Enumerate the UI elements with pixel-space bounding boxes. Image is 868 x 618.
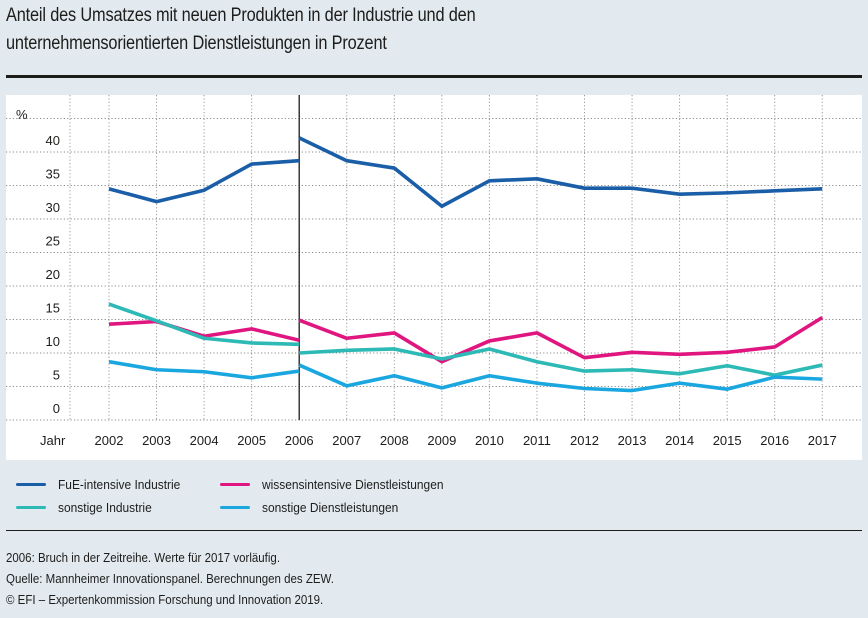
series-group bbox=[108, 136, 824, 393]
chart-notes: 2006: Bruch in der Zeitreihe. Werte für … bbox=[6, 548, 362, 611]
x-tick-label: 2007 bbox=[332, 433, 361, 448]
title-divider bbox=[6, 75, 862, 78]
legend-label: FuE-intensive Industrie bbox=[58, 477, 181, 492]
series-wissensintensive-dienstleistungen bbox=[108, 315, 824, 364]
series-sonstige-dienstleistungen bbox=[108, 359, 823, 393]
x-tick-label: 2013 bbox=[618, 433, 647, 448]
footer-divider bbox=[6, 530, 862, 531]
y-axis-label: % bbox=[16, 107, 28, 122]
x-tick-label: 2015 bbox=[713, 433, 742, 448]
note-copyright: © EFI – Expertenkommission Forschung und… bbox=[6, 593, 324, 607]
y-tick-label: 15 bbox=[46, 301, 60, 316]
legend-item-wissensintensive-dienstleistungen: wissensintensive Dienstleistungen bbox=[220, 477, 459, 492]
legend-swatch bbox=[220, 483, 250, 486]
x-tick-label: 2008 bbox=[380, 433, 409, 448]
chart-title-line-2: unternehmensorientierten Dienstleistunge… bbox=[6, 33, 387, 54]
y-tick-label: 30 bbox=[46, 200, 60, 215]
series-line-after-break bbox=[298, 315, 824, 364]
x-axis-label: Jahr bbox=[40, 433, 66, 448]
legend-swatch bbox=[16, 506, 46, 509]
note-break: 2006: Bruch in der Zeitreihe. Werte für … bbox=[6, 551, 281, 565]
legend-swatch bbox=[16, 483, 46, 486]
legend-item-sonstige-industrie: sonstige Industrie bbox=[16, 500, 160, 515]
y-tick-label: 10 bbox=[46, 334, 60, 349]
legend-swatch bbox=[220, 506, 250, 509]
axis-labels: 0 5 10 15 20 25 30 35 40% Jahr 2002 2003 2004 2005 200… bbox=[16, 107, 837, 448]
x-tick-label: 2009 bbox=[427, 433, 456, 448]
chart-panel: 0 5 10 15 20 25 30 35 40% Jahr 2002 2003 2004 2005 200… bbox=[6, 95, 862, 460]
x-tick-label: 2004 bbox=[190, 433, 219, 448]
y-tick-label: 5 bbox=[53, 368, 60, 383]
chart-title-line-1: Anteil des Umsatzes mit neuen Produkten … bbox=[6, 5, 476, 26]
series-line-after-break bbox=[298, 363, 823, 393]
x-tick-label: 2010 bbox=[475, 433, 504, 448]
x-tick-label: 2016 bbox=[760, 433, 789, 448]
series-fue-intensive-industrie bbox=[108, 136, 823, 209]
series-line-before-break bbox=[108, 302, 300, 347]
x-tick-label: 2002 bbox=[95, 433, 124, 448]
series-line-before-break bbox=[108, 359, 300, 380]
chart-title: Anteil des Umsatzes mit neuen Produkten … bbox=[6, 2, 737, 58]
x-tick-label: 2005 bbox=[237, 433, 266, 448]
series-line-after-break bbox=[299, 347, 823, 377]
series-line-after-break bbox=[298, 136, 823, 209]
legend-item-sonstige-dienstleistungen: sonstige Dienstleistungen bbox=[220, 500, 410, 515]
line-chart: 0 5 10 15 20 25 30 35 40% Jahr 2002 2003 2004 2005 200… bbox=[6, 95, 862, 448]
y-tick-label: 0 bbox=[53, 401, 60, 416]
legend-label: sonstige Dienstleistungen bbox=[262, 500, 399, 515]
legend-label: sonstige Industrie bbox=[58, 500, 152, 515]
legend-item-fue-intensive-industrie: FuE-intensive Industrie bbox=[16, 477, 191, 492]
y-tick-label: 35 bbox=[46, 167, 60, 182]
x-tick-label: 2014 bbox=[665, 433, 694, 448]
series-sonstige-industrie bbox=[108, 302, 823, 377]
legend-label: wissensintensive Dienstleistungen bbox=[262, 477, 444, 492]
y-tick-label: 25 bbox=[46, 234, 60, 249]
series-line-before-break bbox=[108, 319, 300, 343]
x-tick-label: 2006 bbox=[285, 433, 314, 448]
note-source: Quelle: Mannheimer Innovationspanel. Ber… bbox=[6, 572, 334, 586]
x-tick-label: 2012 bbox=[570, 433, 599, 448]
x-tick-label: 2017 bbox=[808, 433, 837, 448]
series-line-before-break bbox=[108, 158, 300, 204]
x-tick-label: 2003 bbox=[142, 433, 171, 448]
y-tick-label: 40 bbox=[46, 133, 60, 148]
x-tick-label: 2011 bbox=[523, 433, 551, 448]
grid bbox=[6, 95, 862, 421]
y-tick-label: 20 bbox=[46, 267, 60, 282]
